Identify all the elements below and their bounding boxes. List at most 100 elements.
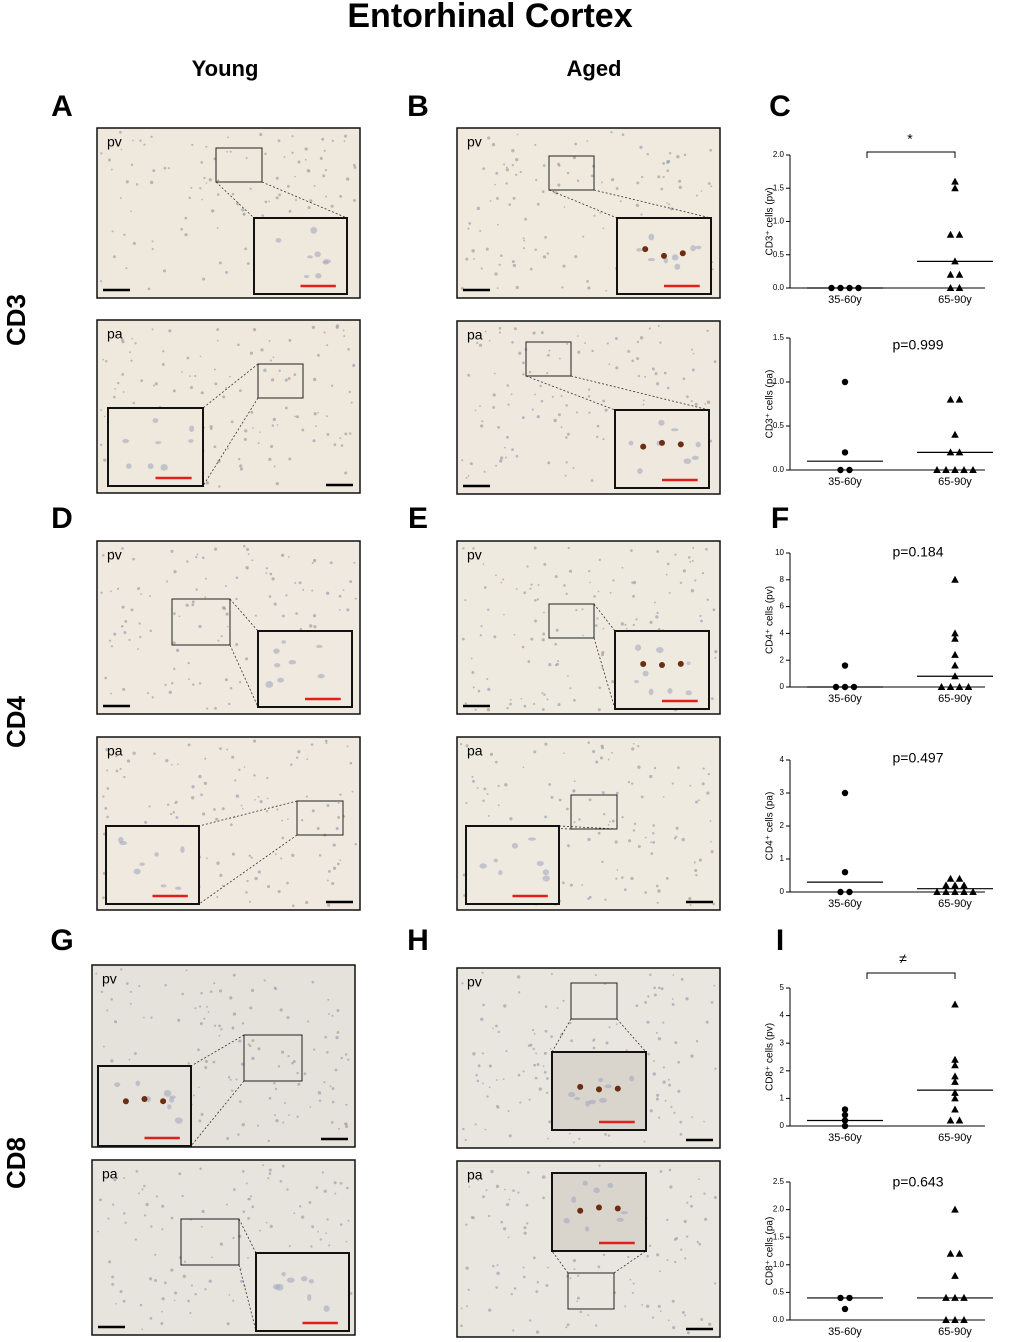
- cell-nucleus: [213, 368, 216, 371]
- cell-nucleus: [226, 150, 228, 153]
- cell-nucleus: [264, 152, 267, 156]
- cell-nucleus: [284, 406, 288, 410]
- cell-nucleus: [530, 583, 533, 586]
- cell-nucleus: [691, 368, 695, 372]
- cell-nucleus: [689, 784, 692, 787]
- cell-nucleus: [668, 591, 671, 594]
- cell-nucleus: [190, 796, 195, 800]
- micrograph-label: pa: [102, 1166, 118, 1182]
- cell-nucleus: [304, 158, 307, 161]
- cell-nucleus: [673, 1111, 676, 1114]
- inset-image: [614, 630, 710, 710]
- cell-nucleus: [309, 1106, 312, 1108]
- cell-nucleus: [684, 1314, 687, 1317]
- cell-nucleus: [130, 608, 134, 612]
- cell-nucleus: [506, 1203, 510, 1207]
- cell-nucleus: [181, 370, 183, 373]
- cell-nucleus: [301, 428, 305, 432]
- cell-nucleus: [225, 585, 227, 588]
- cell-nucleus: [488, 1086, 491, 1089]
- cell-nucleus: [257, 1047, 261, 1051]
- cell-nucleus: [536, 1063, 540, 1066]
- cell-nucleus: [275, 176, 279, 180]
- cell-nucleus: [504, 446, 506, 449]
- cell-nucleus: [627, 349, 631, 353]
- cell-nucleus: [670, 207, 674, 211]
- cell-nucleus: [705, 1020, 709, 1024]
- inset-cell: [563, 1217, 570, 1224]
- cell-nucleus: [546, 252, 550, 255]
- cell-nucleus: [201, 198, 204, 201]
- inset-cell: [542, 875, 550, 882]
- inset-cell: [155, 441, 162, 445]
- cell-nucleus: [643, 1140, 646, 1143]
- cell-nucleus: [220, 1028, 223, 1031]
- data-point: [951, 1000, 959, 1008]
- cell-nucleus: [486, 708, 491, 712]
- cell-nucleus: [102, 795, 105, 798]
- data-point: [942, 881, 950, 889]
- cell-nucleus: [323, 1081, 326, 1084]
- cell-nucleus: [522, 1275, 526, 1279]
- cell-nucleus: [464, 1138, 467, 1142]
- cell-nucleus: [114, 387, 117, 390]
- cell-nucleus: [647, 995, 650, 998]
- inset-cell: [160, 464, 168, 471]
- cell-nucleus: [512, 263, 517, 268]
- cell-nucleus: [251, 559, 254, 562]
- cell-nucleus: [467, 475, 470, 477]
- x-tick-label: 35-60y: [828, 476, 862, 488]
- cell-nucleus: [219, 747, 222, 751]
- cell-nucleus: [324, 1035, 327, 1039]
- cell-nucleus: [248, 854, 251, 857]
- cell-nucleus: [326, 433, 330, 436]
- cell-nucleus: [581, 608, 584, 611]
- y-tick-label: 0.0: [773, 283, 785, 292]
- cell-nucleus: [141, 1188, 144, 1191]
- cell-nucleus: [656, 611, 659, 614]
- cell-nucleus: [485, 1189, 488, 1192]
- cell-nucleus: [350, 401, 353, 404]
- cell-nucleus: [550, 973, 553, 976]
- cell-nucleus: [534, 143, 537, 146]
- cell-nucleus: [703, 1120, 705, 1123]
- cell-nucleus: [214, 706, 217, 710]
- cell-nucleus: [480, 625, 483, 628]
- annotation: p=0.497: [893, 750, 944, 766]
- cell-nucleus: [202, 277, 206, 281]
- y-tick-label: 0.5: [773, 421, 785, 430]
- cell-nucleus: [566, 342, 569, 345]
- significance-bracket: [866, 151, 956, 158]
- cell-nucleus: [312, 439, 316, 443]
- cell-nucleus: [482, 1195, 485, 1199]
- inset-cell: [584, 1226, 590, 1232]
- cell-nucleus: [503, 163, 506, 166]
- cell-nucleus: [609, 591, 612, 594]
- inset-cell: [126, 463, 132, 469]
- cell-nucleus: [327, 998, 330, 1001]
- cell-nucleus: [345, 1125, 349, 1129]
- cell-nucleus: [498, 327, 502, 330]
- cell-nucleus: [254, 614, 257, 617]
- cell-nucleus: [354, 597, 357, 600]
- cell-nucleus: [565, 1326, 568, 1329]
- cell-nucleus: [471, 775, 474, 778]
- cell-nucleus: [204, 577, 207, 580]
- cell-nucleus: [494, 272, 498, 276]
- y-tick-label: 6: [780, 602, 785, 611]
- cell-nucleus: [570, 1039, 574, 1043]
- cell-nucleus: [331, 1087, 335, 1090]
- cell-nucleus: [625, 1049, 628, 1052]
- data-point: [933, 466, 941, 473]
- cell-nucleus: [225, 1203, 228, 1206]
- cell-nucleus: [148, 805, 151, 808]
- cell-nucleus: [631, 1291, 634, 1294]
- cell-nucleus: [467, 1288, 470, 1292]
- cell-nucleus: [232, 1012, 237, 1016]
- cell-nucleus: [286, 1015, 290, 1020]
- cell-nucleus: [301, 1215, 305, 1219]
- cell-nucleus: [575, 608, 578, 612]
- cell-nucleus: [481, 1052, 485, 1055]
- cell-nucleus: [536, 598, 540, 601]
- cell-nucleus: [270, 444, 274, 449]
